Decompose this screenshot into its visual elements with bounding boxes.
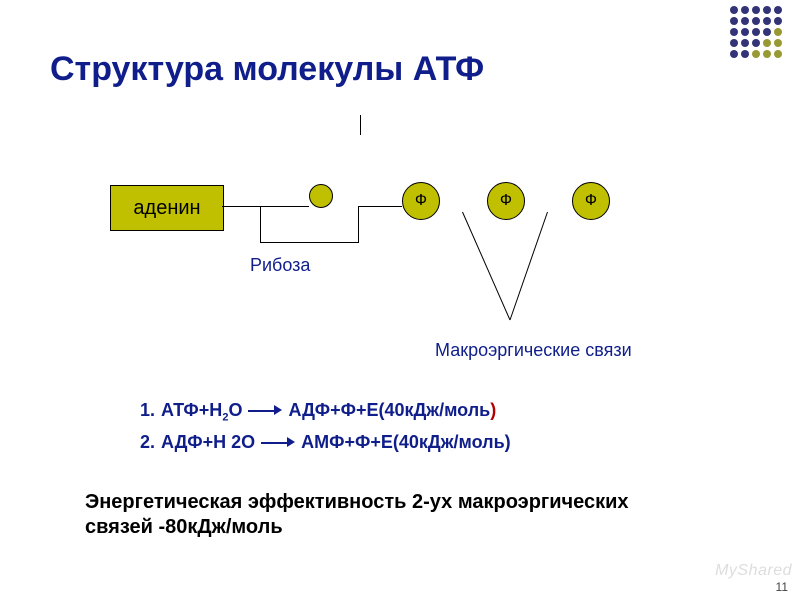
watermark: MyShared bbox=[715, 562, 792, 580]
ribose-label: Рибоза bbox=[250, 255, 310, 276]
reaction-1-lhs: АТФ+Н2О bbox=[161, 400, 242, 424]
phosphate-3: Ф bbox=[572, 182, 610, 220]
connector-adenine-ribose bbox=[222, 206, 309, 207]
phosphate-1-label: Ф bbox=[415, 192, 427, 210]
slide-title: Структура молекулы АТФ bbox=[50, 50, 484, 89]
adenine-box: аденин bbox=[110, 185, 224, 231]
corner-decoration bbox=[730, 6, 782, 58]
decorative-tick bbox=[360, 115, 361, 135]
phosphate-3-label: Ф bbox=[585, 192, 597, 210]
reaction-2-rhs: АМФ+Ф+Е(40кДж/моль) bbox=[301, 432, 510, 453]
reactions-block: 1. АТФ+Н2О АДФ+Ф+Е(40кДж/моль) 2. АДФ+Н … bbox=[140, 400, 511, 461]
reaction-row-1: 1. АТФ+Н2О АДФ+Ф+Е(40кДж/моль) bbox=[140, 400, 511, 424]
reaction-arrow-icon bbox=[248, 404, 282, 416]
summary-line-2: связей -80кДж/моль bbox=[85, 516, 283, 538]
summary-text: Энергетическая эффективность 2-ух макроэ… bbox=[85, 490, 629, 540]
ribose-bracket-bottom bbox=[260, 242, 359, 243]
reaction-2-num: 2. bbox=[140, 432, 155, 453]
ribose-circle bbox=[309, 184, 333, 208]
macroergic-label: Макроэргические связи bbox=[435, 340, 632, 361]
reaction-row-2: 2. АДФ+Н 2О АМФ+Ф+Е(40кДж/моль) bbox=[140, 432, 511, 453]
reaction-1-rhs: АДФ+Ф+Е(40кДж/моль) bbox=[288, 400, 496, 421]
adenine-label: аденин bbox=[133, 197, 200, 220]
ribose-bracket-right bbox=[358, 207, 359, 242]
page-number: 11 bbox=[776, 580, 788, 594]
connector-ribose-phos1 bbox=[358, 206, 402, 207]
reaction-2-lhs: АДФ+Н 2О bbox=[161, 432, 255, 453]
phosphate-2-label: Ф bbox=[500, 192, 512, 210]
reaction-arrow-icon bbox=[261, 436, 295, 448]
ribose-bracket-left bbox=[260, 207, 261, 242]
summary-line-1: Энергетическая эффективность 2-ух макроэ… bbox=[85, 491, 629, 513]
phosphate-1: Ф bbox=[402, 182, 440, 220]
phosphate-2: Ф bbox=[487, 182, 525, 220]
reaction-1-num: 1. bbox=[140, 400, 155, 421]
